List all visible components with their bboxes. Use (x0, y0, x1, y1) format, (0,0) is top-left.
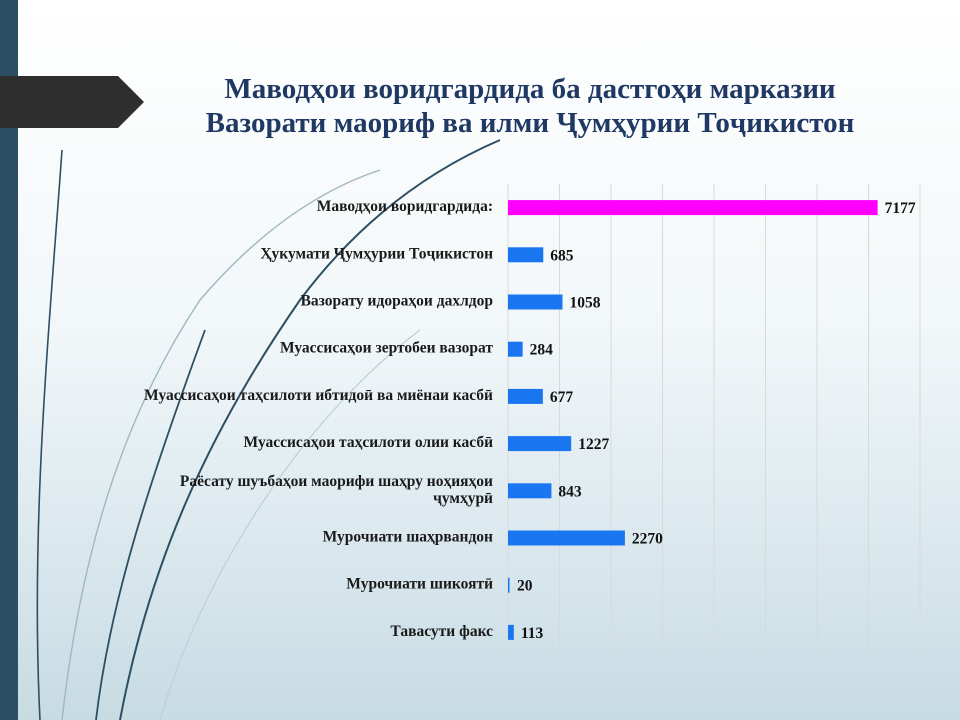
category-label-5: Муассисаҳои таҳсилоти ибтидоӣ ва миёнаи … (144, 387, 493, 404)
bar-2 (508, 247, 544, 263)
category-label-10: Тавасути факс (390, 623, 493, 640)
value-label-2: 685 (550, 247, 574, 264)
value-label-5: 677 (550, 389, 574, 406)
value-label-10: 113 (521, 625, 544, 642)
bar-10 (508, 624, 514, 640)
value-label-3: 1058 (569, 295, 600, 312)
value-label-4: 284 (530, 342, 554, 359)
slide-title-line-2: Вазорати маориф ва илми Ҷумҳурии Тоҷикис… (205, 107, 855, 139)
category-label-9: Мурочиати шикоятӣ (346, 576, 493, 593)
value-label-7: 843 (558, 483, 582, 500)
bar-9 (508, 577, 510, 593)
chart-value-labels: 7177 685 1058 284 677 1227 843 2270 20 113 (517, 200, 916, 642)
category-label-3: Вазорату идораҳои дахлдор (301, 293, 493, 310)
slide-title: Маводҳои воридгардида ба дастгоҳи марказ… (150, 72, 910, 140)
bar-6 (508, 436, 572, 452)
category-label-7-line-1: Раёсату шуъбаҳои маорифи шаҳру ноҳияҳои (180, 473, 493, 490)
category-label-7-line-2: ҷумҳурӣ (433, 490, 493, 507)
category-label-4: Муассисаҳои зертобеи вазорат (280, 340, 493, 357)
slide-title-line-1: Маводҳои воридгардида ба дастгоҳи марказ… (224, 73, 836, 105)
chart-gridlines (507, 184, 921, 656)
bar-5 (508, 388, 543, 404)
category-label-1: Маводҳои воридгардида: (317, 198, 493, 215)
bar-3 (508, 294, 563, 310)
chart-bars (508, 200, 878, 640)
bar-1 (508, 200, 878, 216)
value-label-1: 7177 (885, 200, 916, 217)
category-label-8: Мурочиати шаҳрвандон (323, 529, 493, 546)
chart-category-labels: Маводҳои воридгардида: Ҳукумати Ҷумҳурии … (144, 198, 493, 640)
bar-4 (508, 341, 523, 357)
category-label-6: Муассисаҳои таҳсилоти олии касбӣ (244, 434, 494, 451)
value-label-8: 2270 (632, 531, 663, 548)
bar-8 (508, 530, 625, 546)
value-label-9: 20 (517, 578, 533, 595)
value-label-6: 1227 (578, 436, 609, 453)
bar-7 (508, 483, 552, 499)
sidebar-strip (0, 0, 18, 720)
title-arrow-shape (0, 76, 144, 128)
category-label-2: Ҳукумати Ҷумҳурии Тоҷикистон (260, 245, 493, 262)
